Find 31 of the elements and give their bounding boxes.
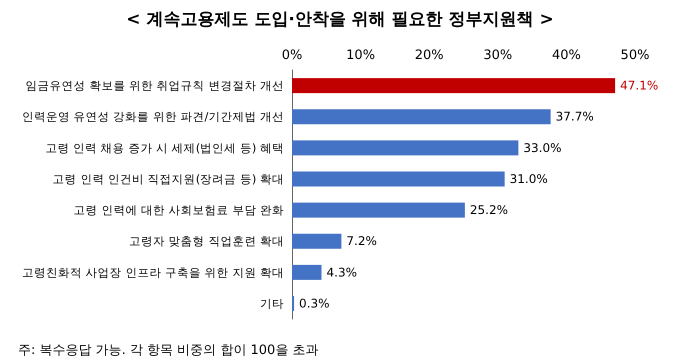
y-tick-label: 임금유연성 확보를 위한 취업규칙 변경절차 개선 bbox=[26, 78, 284, 93]
y-tick-label: 고령 인력에 대한 사회보험료 부담 완화 bbox=[74, 203, 284, 218]
data-label: 37.7% bbox=[556, 110, 594, 124]
data-label: 0.3% bbox=[299, 296, 330, 310]
chart-title: < 계속고용제도 도입·안착을 위해 필요한 정부지원책 > bbox=[126, 10, 554, 30]
bar bbox=[292, 78, 616, 94]
x-tick-label: 10% bbox=[346, 48, 376, 63]
data-label: 33.0% bbox=[523, 140, 562, 155]
x-tick-label: 20% bbox=[414, 48, 444, 63]
bar bbox=[292, 202, 465, 218]
bar bbox=[292, 171, 505, 186]
bar bbox=[292, 109, 551, 124]
data-label: 4.3% bbox=[326, 265, 357, 280]
data-label: 31.0% bbox=[510, 172, 548, 186]
bar bbox=[292, 234, 342, 249]
data-label: 47.1% bbox=[620, 78, 658, 93]
data-label: 25.2% bbox=[470, 203, 508, 218]
y-tick-label: 기타 bbox=[260, 296, 284, 310]
y-tick-label: 고령친화적 사업장 인프라 구축을 위한 지원 확대 bbox=[22, 265, 284, 280]
y-tick-label: 고령 인력 채용 증가 시 세제(법인세 등) 혜택 bbox=[45, 140, 284, 155]
bar bbox=[292, 140, 518, 156]
data-label: 7.2% bbox=[346, 234, 377, 248]
x-tick-label: 0% bbox=[282, 48, 302, 63]
x-tick-label: 30% bbox=[483, 48, 512, 63]
y-tick-label: 인력운영 유연성 강화를 위한 파견/기간제법 개선 bbox=[22, 110, 284, 124]
x-tick-label: 50% bbox=[620, 48, 650, 63]
text: 주: 복수응답 가능. 각 항목 비중의 합이 100을 초과 bbox=[18, 343, 318, 358]
x-tick-label: 40% bbox=[552, 48, 581, 63]
bar bbox=[292, 264, 322, 280]
y-tick-label: 고령 인력 인건비 직접지원(장려금 등) 확대 bbox=[52, 172, 284, 186]
y-tick-label: 고령자 맞춤형 직업훈련 확대 bbox=[129, 234, 284, 248]
